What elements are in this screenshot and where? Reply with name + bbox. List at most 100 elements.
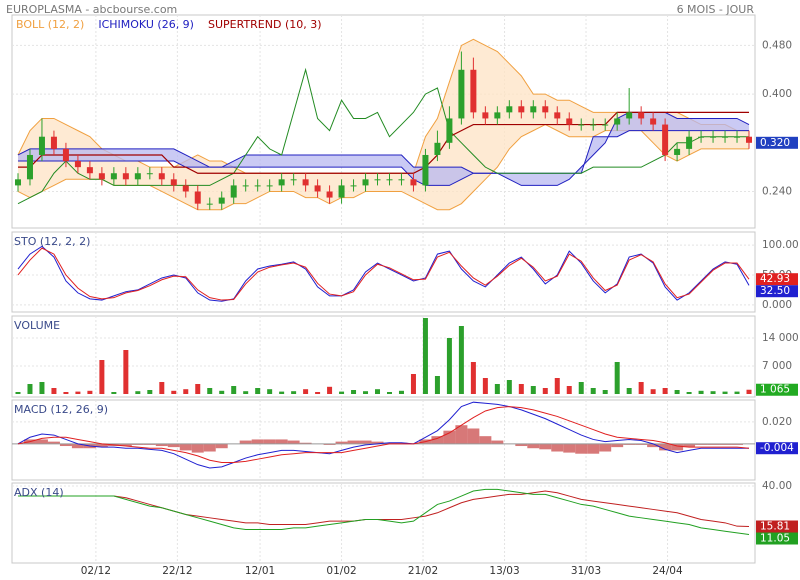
volume-bar [542,388,548,394]
candle-body [698,136,705,138]
page-title: EUROPLASMA - abcbourse.com [6,3,177,16]
macd-histogram [131,443,144,445]
y-tick-label: 100.00 [762,239,799,251]
macd-histogram [611,443,624,448]
macd-histogram [203,443,216,452]
last-value-box [756,383,798,396]
volume-bar [530,386,536,394]
volume-bar [183,389,189,394]
volume-bar [255,388,261,394]
macd-histogram [215,443,228,449]
candle-body [326,191,333,198]
volume-bar [722,391,728,394]
candle-body [566,118,573,125]
macd-histogram [35,439,48,444]
macd-line [17,406,750,463]
last-value-box [756,520,798,533]
volume-bar [410,374,416,394]
volume-bar [422,318,428,394]
macd-histogram [251,439,264,444]
candle-body [338,185,345,198]
x-tick-label: 22/12 [162,565,192,577]
y-tick-label: 0.240 [762,185,792,197]
candle-body [602,124,609,126]
candle-body [494,112,501,119]
candle-body [290,179,297,181]
candle-body [182,185,189,192]
volume-bar [638,382,644,394]
macd-histogram [515,443,528,447]
candle-body [554,112,561,119]
volume-bar [375,389,381,394]
volume-bar [147,390,153,394]
macd-histogram [623,443,636,445]
volume-bar [231,386,237,394]
macd-histogram [443,430,456,444]
y-tick-label: 0.000 [762,299,792,311]
candle-body [506,106,513,113]
candle-body [362,179,369,186]
candle-body [578,124,585,126]
last-value-label: 11.05 [760,532,790,544]
candle-body [470,69,477,113]
macd-histogram [467,428,480,444]
volume-bar [674,390,680,394]
x-tick-label: 02/12 [81,565,111,577]
candle-body [386,179,393,181]
volume-bar [219,390,225,394]
macd-histogram [359,440,372,444]
series-line [17,488,750,535]
panel-title: MACD (12, 26, 9) [14,403,108,416]
volume-bar [51,388,57,394]
volume-bar [386,392,392,394]
volume-bar [662,388,668,394]
volume-bar [626,388,632,394]
volume-bar [63,392,69,394]
legend-entry: SUPERTREND (10, 3) [208,18,322,31]
candle-body [302,179,309,186]
volume-bar [351,390,357,394]
macd-histogram [431,436,444,444]
macd-histogram [587,443,600,454]
volume-bar [506,380,512,394]
macd-histogram [527,443,540,449]
candle-body [194,191,201,204]
candle-body [206,203,213,205]
volume-bar [75,391,81,394]
x-tick-label: 13/03 [489,565,519,577]
ichimoku-lagging [17,67,750,205]
macd-histogram [71,443,84,449]
candle-body [146,173,153,175]
last-value-box [756,285,798,298]
candle-body [50,136,57,149]
volume-bar [710,391,716,394]
last-value-box [756,136,798,149]
volume-bar [446,338,452,394]
volume-bar [434,376,440,394]
candle-body [398,179,405,181]
volume-bar [327,386,333,394]
y-tick-label: 7 000 [762,360,792,372]
macd-histogram [335,441,348,444]
candle-body [410,179,417,186]
candle-body [458,69,465,119]
candle-body [86,167,93,174]
ichimoku-span-b [17,130,750,186]
panel-title: ADX (14) [14,486,64,499]
macd-histogram [719,443,732,445]
macd-histogram [263,439,276,444]
panel [11,482,756,564]
period: 6 MOIS - JOUR [677,3,755,16]
macd-histogram [551,443,564,452]
series-line [17,490,750,527]
candle-body [542,106,549,113]
y-tick-label: 40.00 [762,480,792,492]
supertrend [17,111,750,174]
ichimoku-cloud [17,112,750,186]
volume-bar [398,390,404,394]
macd-histogram [299,442,312,444]
macd-histogram [179,443,192,451]
macd-histogram [95,443,108,448]
volume-bar [578,382,584,394]
macd-histogram [275,439,288,444]
